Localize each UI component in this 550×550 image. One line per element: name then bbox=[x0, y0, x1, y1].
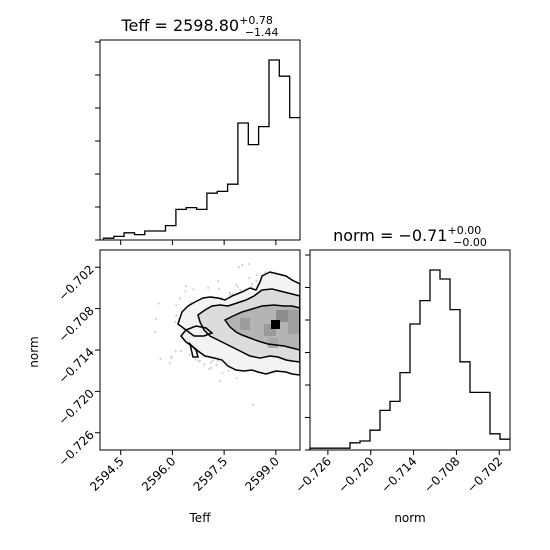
density-cell-2 bbox=[288, 310, 300, 334]
sample-point bbox=[255, 279, 258, 282]
norm-y-tick-label: −0.714 bbox=[56, 345, 97, 386]
norm-y-tick-label: −0.702 bbox=[56, 262, 97, 303]
sample-point bbox=[194, 358, 197, 361]
sample-point bbox=[216, 359, 219, 362]
sample-point bbox=[168, 361, 171, 365]
contour-line-outer bbox=[177, 271, 300, 376]
teff-histogram-y-ticks bbox=[95, 41, 100, 241]
norm-title: norm = −0.71+0.00 −0.00 bbox=[333, 224, 487, 249]
norm-y-axis-label: norm bbox=[27, 336, 41, 367]
teff-histogram-panel: Teff = 2598.80+0.78 −1.44 bbox=[95, 14, 301, 245]
sample-point bbox=[248, 263, 251, 266]
sample-point bbox=[215, 363, 218, 366]
sample-point bbox=[184, 284, 188, 287]
sample-point bbox=[221, 372, 224, 375]
sample-point bbox=[252, 403, 255, 406]
contour-lines bbox=[177, 271, 300, 376]
sample-point bbox=[239, 288, 242, 292]
norm-x-axis-label: norm bbox=[394, 511, 425, 525]
norm-x-tick-label: −0.708 bbox=[421, 454, 462, 495]
sample-point bbox=[229, 293, 232, 296]
density-peak bbox=[271, 320, 280, 329]
sample-point bbox=[170, 356, 173, 360]
sample-point bbox=[236, 285, 239, 288]
norm-x-tick-label: −0.702 bbox=[464, 454, 505, 495]
sample-point bbox=[217, 287, 220, 290]
sample-point bbox=[227, 369, 230, 372]
density-cell-4 bbox=[240, 318, 250, 330]
sample-point bbox=[235, 377, 238, 380]
sample-point bbox=[188, 353, 191, 356]
norm-histogram-steps bbox=[309, 269, 510, 450]
sample-point bbox=[178, 297, 182, 300]
sample-point bbox=[154, 331, 157, 334]
norm-histogram-ticks: −0.726 −0.720 −0.714 −0.708 −0.702 bbox=[293, 254, 505, 496]
sample-point bbox=[174, 320, 177, 323]
sample-point bbox=[97, 341, 99, 343]
contour-island-lower bbox=[188, 341, 199, 358]
contour-island-left bbox=[184, 325, 214, 337]
sample-point bbox=[248, 277, 251, 280]
contour-line-inner bbox=[223, 304, 300, 351]
sample-point bbox=[207, 286, 210, 289]
teff-histogram-x-ticks bbox=[120, 240, 277, 245]
teff-x-tick-label: 2597.5 bbox=[191, 454, 231, 494]
sample-point bbox=[154, 317, 157, 321]
sample-point bbox=[251, 282, 254, 286]
norm-y-tick-label: −0.708 bbox=[56, 304, 97, 345]
teff-x-tick-label: 2596.0 bbox=[139, 454, 179, 494]
sample-point bbox=[228, 291, 232, 294]
norm-histogram-frame bbox=[309, 249, 511, 451]
sample-point bbox=[211, 359, 214, 362]
density-cell-1 bbox=[276, 310, 288, 322]
teff-x-tick-label: 2599.0 bbox=[242, 454, 282, 494]
density-fill bbox=[181, 274, 300, 375]
sample-point bbox=[175, 314, 178, 317]
sample-point bbox=[208, 367, 211, 370]
contour-line-middle bbox=[197, 288, 300, 363]
sample-point bbox=[175, 304, 178, 307]
norm-y-tick-label: −0.726 bbox=[56, 428, 97, 469]
sample-point bbox=[263, 271, 267, 274]
sample-point bbox=[159, 357, 162, 360]
sample-point bbox=[192, 288, 195, 291]
sample-point bbox=[218, 379, 221, 383]
teff-x-tick-label: 2594.5 bbox=[87, 454, 127, 494]
sample-point bbox=[174, 350, 177, 353]
sample-point bbox=[157, 302, 160, 305]
norm-x-tick-label: −0.714 bbox=[378, 454, 419, 495]
sample-point bbox=[184, 290, 187, 293]
sample-point bbox=[241, 264, 244, 267]
teff-histogram-frame bbox=[99, 39, 301, 241]
teff-title: Teff = 2598.80+0.78 −1.44 bbox=[120, 14, 278, 39]
sample-point bbox=[198, 359, 201, 363]
sample-point bbox=[202, 363, 206, 366]
sample-point bbox=[179, 349, 182, 353]
norm-y-tick-label: −0.720 bbox=[56, 386, 97, 427]
sample-point bbox=[210, 366, 213, 369]
teff-axis-label: Teff bbox=[189, 511, 212, 525]
norm-x-tick-label: −0.720 bbox=[336, 454, 377, 495]
teff-histogram-steps bbox=[102, 59, 300, 240]
sample-point bbox=[232, 292, 235, 295]
norm-histogram-panel: −0.726 −0.720 −0.714 −0.708 −0.702 norm = −0… bbox=[293, 224, 511, 525]
sample-point bbox=[209, 361, 213, 364]
norm-x-tick-label: −0.726 bbox=[293, 454, 334, 495]
sample-point bbox=[255, 274, 258, 277]
sample-point bbox=[217, 280, 220, 283]
teff-norm-2d-panel: 2594.5 2596.0 2597.5 2599.0−0.702−0.708−0.7… bbox=[27, 249, 301, 525]
sample-point bbox=[235, 283, 238, 286]
contour-area bbox=[97, 250, 300, 406]
sample-point bbox=[237, 266, 241, 269]
sample-point bbox=[189, 301, 192, 304]
density-cell-5 bbox=[268, 338, 278, 348]
